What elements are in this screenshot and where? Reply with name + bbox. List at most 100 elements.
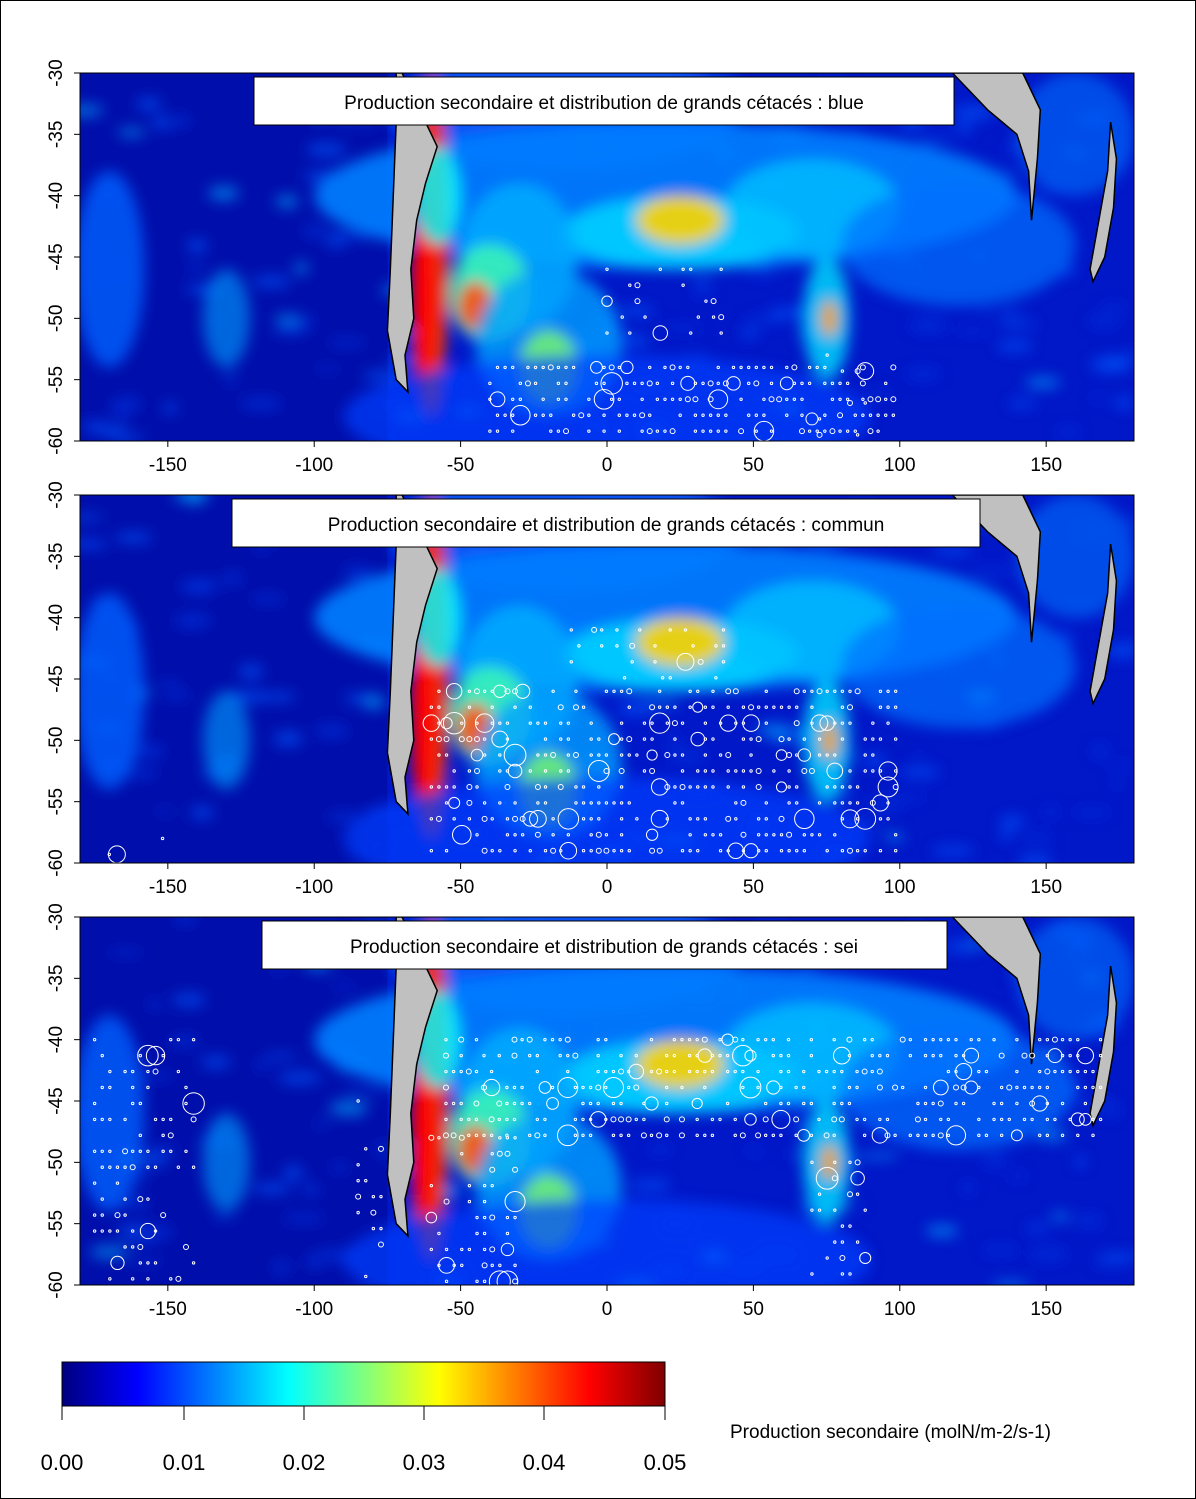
- whale-marker: [1047, 1048, 1063, 1064]
- whale-marker: [619, 801, 624, 805]
- whale-marker: [678, 397, 682, 401]
- whale-marker: [1076, 1133, 1080, 1138]
- whale-marker: [528, 849, 532, 853]
- whale-marker: [854, 1159, 861, 1166]
- africa-landmass: [951, 73, 1042, 221]
- whale-marker: [443, 736, 450, 743]
- x-tick-label: 50: [743, 1299, 764, 1320]
- whale-marker: [467, 689, 472, 693]
- whale-marker: [452, 785, 456, 789]
- whale-marker: [931, 1101, 935, 1106]
- whale-marker: [619, 753, 624, 757]
- whale-marker: [733, 1117, 737, 1122]
- whale-marker: [847, 1191, 854, 1198]
- whale-marker: [1045, 1037, 1050, 1042]
- whale-marker: [442, 711, 466, 735]
- whale-marker: [833, 1160, 837, 1165]
- map-panel-blue: [79, 72, 1135, 442]
- whale-marker: [634, 1117, 638, 1122]
- whale-marker: [504, 783, 511, 790]
- whale-marker: [840, 1272, 845, 1276]
- whale-marker: [734, 801, 738, 805]
- whale-marker: [422, 714, 441, 732]
- whale-marker: [825, 785, 829, 789]
- x-tick-label: -100: [295, 1299, 333, 1320]
- whale-marker: [596, 1101, 600, 1106]
- whale-marker: [703, 785, 708, 789]
- whale-marker: [356, 1179, 360, 1183]
- whale-marker: [663, 1116, 670, 1123]
- whale-marker: [718, 833, 723, 837]
- whale-marker: [355, 1193, 362, 1200]
- whale-marker: [528, 1133, 532, 1138]
- x-tick-label: 0: [602, 877, 613, 898]
- whale-marker: [588, 1085, 593, 1090]
- whale-marker: [756, 1069, 760, 1074]
- whale-marker: [693, 381, 698, 386]
- whale-marker: [795, 705, 799, 709]
- whale-marker: [581, 785, 586, 789]
- panel-title-commun: Production secondaire et distribution de…: [231, 498, 981, 548]
- whale-marker: [589, 1111, 607, 1128]
- whale-marker: [886, 689, 890, 693]
- y-tick-label: -35: [46, 543, 67, 570]
- whale-marker: [817, 737, 822, 741]
- whale-marker: [131, 1229, 135, 1233]
- whale-marker: [831, 1116, 838, 1123]
- whale-marker: [681, 283, 685, 287]
- whale-marker: [379, 1194, 383, 1199]
- whale-marker: [161, 1149, 165, 1153]
- whale-marker: [551, 833, 555, 837]
- whale-marker: [108, 1277, 112, 1281]
- whale-marker: [474, 1133, 479, 1138]
- whale-marker: [664, 783, 671, 790]
- whale-marker: [833, 721, 837, 725]
- whale-marker: [825, 849, 829, 853]
- whale-marker: [475, 833, 479, 837]
- whale-marker: [482, 1183, 487, 1188]
- whale-marker: [853, 429, 857, 433]
- whale-marker: [878, 705, 883, 709]
- whale-marker: [108, 1229, 112, 1233]
- whale-marker: [581, 1117, 585, 1122]
- whale-marker: [100, 1229, 104, 1233]
- axes: -150 -100 -50 0 50 100 150 -30 -35 -40 -45 -50 -55 -6…: [46, 59, 1062, 1320]
- whale-marker: [146, 1197, 150, 1201]
- whale-marker: [559, 841, 578, 860]
- whale-marker: [356, 1099, 360, 1103]
- whale-marker: [1045, 1085, 1050, 1090]
- whale-marker: [632, 413, 637, 417]
- whale-marker: [850, 1171, 865, 1186]
- whale-marker: [823, 413, 827, 417]
- whale-marker: [754, 365, 759, 370]
- whale-marker: [182, 1243, 189, 1250]
- whale-marker: [655, 397, 660, 401]
- whale-marker: [535, 1053, 540, 1058]
- whale-marker: [511, 365, 515, 370]
- whale-marker: [801, 768, 808, 774]
- whale-marker: [581, 801, 586, 805]
- whale-marker: [855, 1192, 860, 1196]
- whale-marker: [899, 1036, 906, 1043]
- whale-marker: [703, 817, 708, 821]
- whale-marker: [511, 413, 515, 417]
- whale-marker: [733, 1069, 737, 1074]
- whale-marker: [549, 413, 553, 417]
- island-landmass: [1089, 121, 1118, 284]
- whale-marker: [564, 381, 568, 386]
- whale-marker: [672, 1053, 677, 1058]
- whale-marker: [528, 721, 532, 725]
- whale-marker: [875, 396, 882, 403]
- whale-marker: [688, 689, 692, 693]
- whale-marker: [356, 1163, 360, 1167]
- whale-marker: [1098, 1117, 1103, 1122]
- whale-marker: [1076, 1085, 1080, 1090]
- whale-marker: [787, 785, 791, 789]
- whale-marker: [496, 1150, 503, 1157]
- whale-marker: [474, 1069, 479, 1074]
- whale-marker: [123, 1213, 127, 1217]
- whale-marker: [1029, 1052, 1036, 1059]
- whale-marker: [859, 380, 866, 387]
- whale-marker: [939, 1053, 943, 1058]
- whale-marker: [556, 381, 561, 386]
